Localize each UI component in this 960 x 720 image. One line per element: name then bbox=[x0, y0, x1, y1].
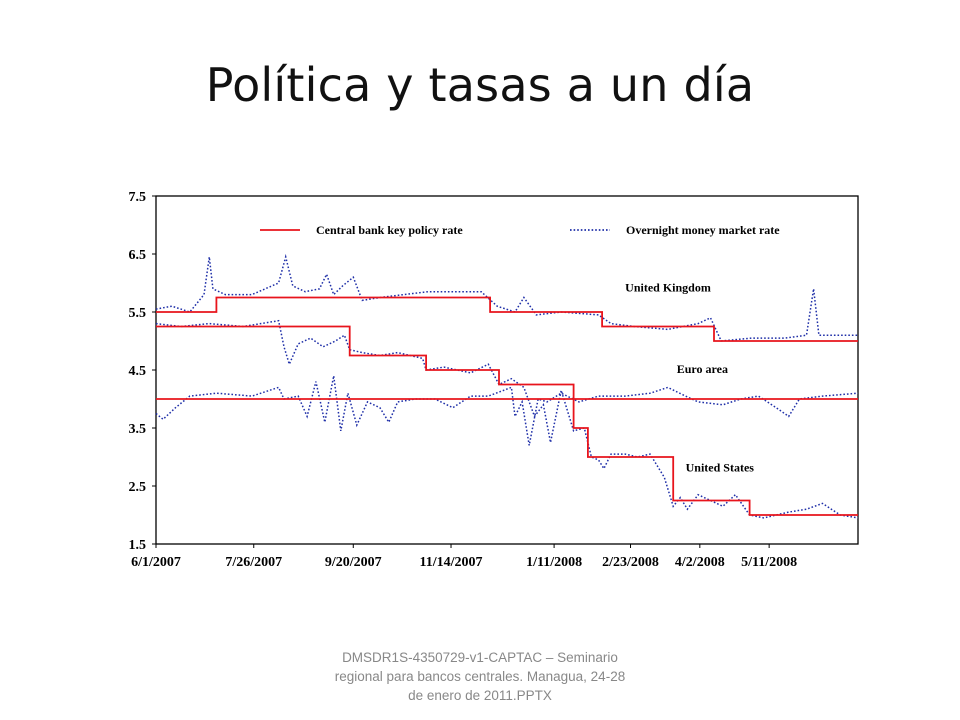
legend-label: Overnight money market rate bbox=[626, 223, 780, 237]
x-tick-label: 4/2/2008 bbox=[675, 555, 725, 570]
overnight-rate-line bbox=[155, 375, 859, 446]
legend-label: Central bank key policy rate bbox=[316, 223, 463, 237]
policy-rate-line bbox=[156, 296, 858, 342]
x-tick-label: 9/20/2007 bbox=[325, 555, 382, 570]
x-tick-label: 5/11/2008 bbox=[741, 555, 797, 570]
region-label: United States bbox=[686, 461, 755, 475]
y-tick-label: 1.5 bbox=[129, 538, 147, 553]
x-tick-label: 2/23/2008 bbox=[602, 555, 659, 570]
x-tick-label: 1/11/2008 bbox=[526, 555, 582, 570]
y-tick-label: 4.5 bbox=[129, 364, 147, 379]
x-tick-label: 11/14/2007 bbox=[420, 555, 483, 570]
y-tick-label: 2.5 bbox=[129, 480, 147, 495]
overnight-rate-line bbox=[155, 319, 859, 519]
plot-frame bbox=[155, 195, 859, 545]
overnight-rate-line bbox=[155, 253, 858, 342]
slide-footer: DMSDR1S-4350729-v1-CAPTAC – Seminario re… bbox=[334, 650, 626, 703]
y-tick-label: 7.5 bbox=[129, 190, 147, 205]
policy-rate-line bbox=[156, 325, 858, 516]
y-tick-label: 5.5 bbox=[129, 306, 147, 321]
y-tick-label: 3.5 bbox=[129, 422, 147, 437]
slide-title: Política y tasas a un día bbox=[205, 58, 755, 112]
x-tick-label: 7/26/2007 bbox=[225, 555, 282, 570]
region-label: Euro area bbox=[677, 362, 728, 376]
region-label: United Kingdom bbox=[625, 281, 711, 295]
chart: 7.5 6.5 5.5 4.5 3.5 2.5 1.5 6/1/2007 7/26/2007 9… bbox=[100, 178, 870, 588]
x-tick-label: 6/1/2007 bbox=[131, 555, 181, 570]
chart-svg: 7.5 6.5 5.5 4.5 3.5 2.5 1.5 6/1/2007 7/26/2007 9… bbox=[129, 190, 859, 570]
y-tick-label: 6.5 bbox=[129, 248, 147, 263]
